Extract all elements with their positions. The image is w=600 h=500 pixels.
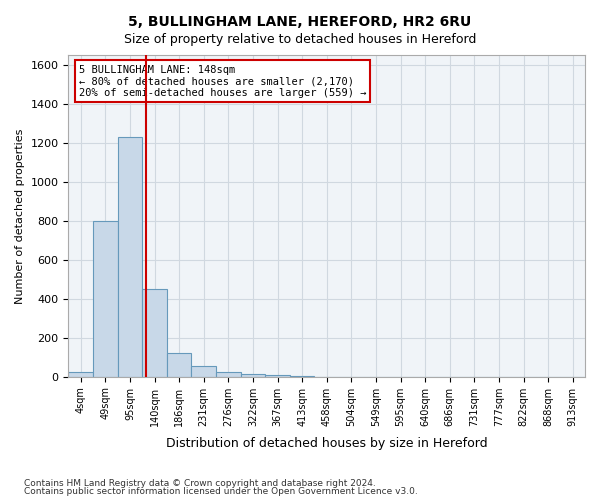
Y-axis label: Number of detached properties: Number of detached properties — [15, 128, 25, 304]
Bar — [93, 220, 118, 376]
Bar — [118, 137, 142, 376]
Bar — [142, 289, 167, 376]
Bar — [216, 372, 241, 376]
X-axis label: Distribution of detached houses by size in Hereford: Distribution of detached houses by size … — [166, 437, 488, 450]
Bar — [68, 372, 93, 376]
Bar — [241, 374, 265, 376]
Bar — [167, 354, 191, 376]
Text: 5, BULLINGHAM LANE, HEREFORD, HR2 6RU: 5, BULLINGHAM LANE, HEREFORD, HR2 6RU — [128, 15, 472, 29]
Text: 5 BULLINGHAM LANE: 148sqm
← 80% of detached houses are smaller (2,170)
20% of se: 5 BULLINGHAM LANE: 148sqm ← 80% of detac… — [79, 64, 366, 98]
Text: Contains public sector information licensed under the Open Government Licence v3: Contains public sector information licen… — [24, 487, 418, 496]
Text: Size of property relative to detached houses in Hereford: Size of property relative to detached ho… — [124, 32, 476, 46]
Text: Contains HM Land Registry data © Crown copyright and database right 2024.: Contains HM Land Registry data © Crown c… — [24, 478, 376, 488]
Bar — [265, 374, 290, 376]
Bar — [191, 366, 216, 376]
